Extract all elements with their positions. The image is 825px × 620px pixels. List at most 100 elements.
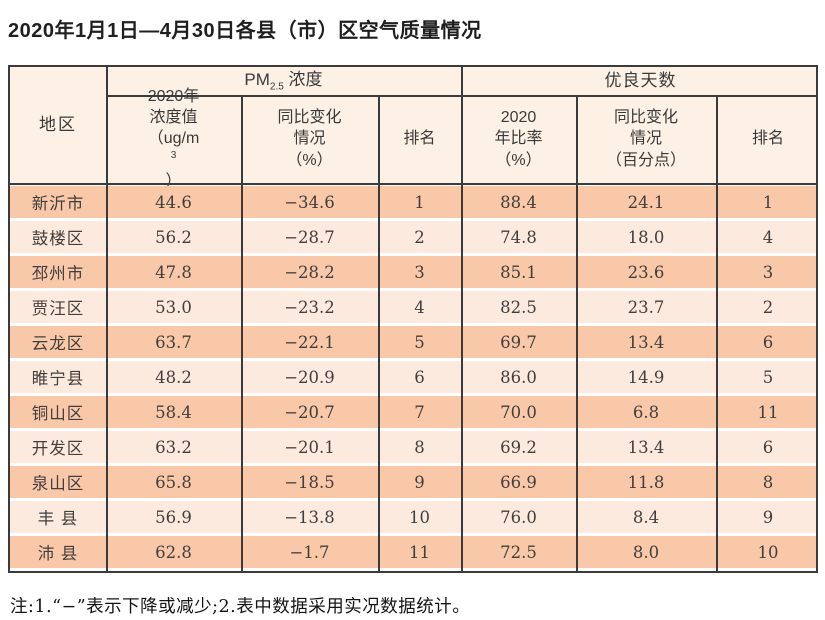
good-rank-cell: 6 (762, 332, 774, 352)
region-cell: 贾汪区 (31, 300, 85, 318)
good-ratio-cell: 74.8 (500, 227, 537, 247)
pm-value-cell: 44.6 (155, 192, 192, 212)
air-quality-table: 地区 PM2.5 浓度 优良天数 2020年 浓度值 （ug/m3） 同比变化 … (8, 65, 818, 573)
good-ratio-cell: 69.2 (500, 437, 537, 457)
good-change-cell: 8.4 (632, 507, 660, 527)
region-cell: 鼓楼区 (31, 230, 85, 248)
good-ratio-cell: 76.0 (500, 507, 537, 527)
good-rank-cell: 1 (762, 192, 774, 212)
table-row: 开发区 63.2 −20.1 8 69.2 13.4 6 (10, 431, 816, 463)
pm-rank-cell: 10 (409, 507, 430, 527)
pm-change-cell: −13.8 (284, 507, 335, 527)
table-row: 新沂市 44.6 −34.6 1 88.4 24.1 1 (10, 186, 816, 218)
good-rank-cell: 6 (762, 437, 774, 457)
pm-change-cell: −20.7 (284, 402, 335, 422)
pm-rank-header: 排名 (403, 130, 436, 148)
table-row: 邳州市 47.8 −28.2 3 85.1 23.6 3 (10, 256, 816, 288)
pm-value-cell: 53.0 (155, 297, 192, 317)
table-row: 鼓楼区 56.2 −28.7 2 74.8 18.0 4 (10, 221, 816, 253)
good-ratio-cell: 86.0 (500, 367, 537, 387)
pm-rank-cell: 4 (414, 297, 425, 317)
good-rank-cell: 9 (762, 507, 774, 527)
pm-value-cell: 65.8 (155, 472, 192, 492)
group-header-divider (106, 95, 816, 97)
good-rank-cell: 2 (762, 297, 774, 317)
good-rank-cell: 4 (762, 227, 774, 247)
good-ratio-cell: 69.7 (500, 332, 537, 352)
table-row: 沛 县 62.8 −1.7 11 72.5 8.0 10 (10, 536, 816, 568)
region-cell: 沛 县 (37, 545, 79, 563)
good-change-cell: 18.0 (627, 227, 665, 247)
pm-value-cell: 56.9 (155, 507, 192, 527)
good-ratio-cell: 66.9 (500, 472, 537, 492)
good-change-cell: 13.4 (627, 437, 665, 457)
good-change-cell: 23.6 (627, 262, 665, 282)
pm-change-header: 同比变化 情况 （%） (277, 109, 342, 169)
table-row: 睢宁县 48.2 −20.9 6 86.0 14.9 5 (10, 361, 816, 393)
table-header: 地区 PM2.5 浓度 优良天数 2020年 浓度值 （ug/m3） 同比变化 … (10, 67, 816, 190)
region-cell: 泉山区 (31, 475, 85, 493)
column-divider (106, 67, 108, 571)
good-rank-cell: 5 (762, 367, 774, 387)
pm-rank-cell: 8 (414, 437, 425, 457)
pm-change-cell: −28.2 (284, 262, 335, 282)
column-divider (241, 95, 243, 571)
pm-rank-cell: 6 (414, 367, 425, 387)
good-rank-cell: 11 (757, 402, 779, 422)
table-row: 云龙区 63.7 −22.1 5 69.7 13.4 6 (10, 326, 816, 358)
pm-rank-cell: 5 (414, 332, 425, 352)
pm-value-cell: 63.7 (155, 332, 192, 352)
pm-change-cell: −20.1 (284, 437, 335, 457)
good-rank-cell: 3 (762, 262, 774, 282)
good-days-group-header: 优良天数 (604, 70, 677, 90)
pm-rank-cell: 1 (414, 192, 425, 212)
region-cell: 睢宁县 (31, 370, 85, 388)
table-row: 铜山区 58.4 −20.7 7 70.0 6.8 11 (10, 396, 816, 428)
pm-value-cell: 56.2 (155, 227, 192, 247)
good-ratio-cell: 88.4 (500, 192, 537, 212)
pm-value-cell: 63.2 (155, 437, 192, 457)
column-divider (378, 95, 380, 571)
good-change-cell: 24.1 (627, 192, 665, 212)
pm-value-cell: 48.2 (155, 367, 192, 387)
good-change-cell: 6.8 (632, 402, 660, 422)
table-row: 贾汪区 53.0 −23.2 4 82.5 23.7 2 (10, 291, 816, 323)
pm-change-cell: −18.5 (284, 472, 335, 492)
region-cell: 邳州市 (31, 265, 85, 283)
region-cell: 丰 县 (37, 510, 79, 528)
good-ratio-cell: 82.5 (500, 297, 537, 317)
page-title: 2020年1月1日—4月30日各县（市）区空气质量情况 (8, 20, 482, 42)
good-change-header: 同比变化 情况 （百分点） (605, 109, 686, 169)
good-rank-cell: 8 (762, 472, 774, 492)
good-change-cell: 8.0 (632, 542, 660, 562)
pm-change-cell: −20.9 (284, 367, 335, 387)
good-change-cell: 14.9 (627, 367, 665, 387)
pm-rank-cell: 11 (409, 542, 430, 562)
pm25-label: PM2.5 浓度 (244, 69, 323, 93)
region-cell: 铜山区 (31, 405, 85, 423)
pm-change-cell: −34.6 (284, 192, 335, 212)
column-divider (576, 95, 578, 571)
pm-value-cell: 58.4 (155, 402, 192, 422)
table-row: 泉山区 65.8 −18.5 9 66.9 11.8 8 (10, 466, 816, 498)
table-row: 丰 县 56.9 −13.8 10 76.0 8.4 9 (10, 501, 816, 533)
pm-value-unit: （ug/m 3） (147, 130, 200, 190)
good-ratio-cell: 85.1 (500, 262, 537, 282)
good-rank-cell: 10 (757, 542, 779, 562)
pm-change-cell: −28.7 (284, 227, 335, 247)
region-cell: 新沂市 (31, 195, 85, 213)
table-body: 新沂市 44.6 −34.6 1 88.4 24.1 1 鼓楼区 56.2 −28.7 2 74.8 1… (10, 183, 816, 571)
pm-change-cell: −23.2 (284, 297, 335, 317)
good-ratio-header: 2020 年比率 （%） (494, 109, 543, 169)
pm-rank-cell: 9 (414, 472, 425, 492)
column-divider (461, 67, 463, 571)
good-ratio-cell: 72.5 (500, 542, 537, 562)
pm-rank-cell: 7 (414, 402, 425, 422)
good-change-cell: 11.8 (627, 472, 665, 492)
pm-value-cell: 47.8 (155, 262, 192, 282)
good-ratio-cell: 70.0 (500, 402, 537, 422)
pm-rank-cell: 2 (414, 227, 425, 247)
pm-value-header: 2020年 浓度值 （ug/m3） (106, 88, 241, 190)
pm-change-cell: −1.7 (289, 542, 330, 562)
